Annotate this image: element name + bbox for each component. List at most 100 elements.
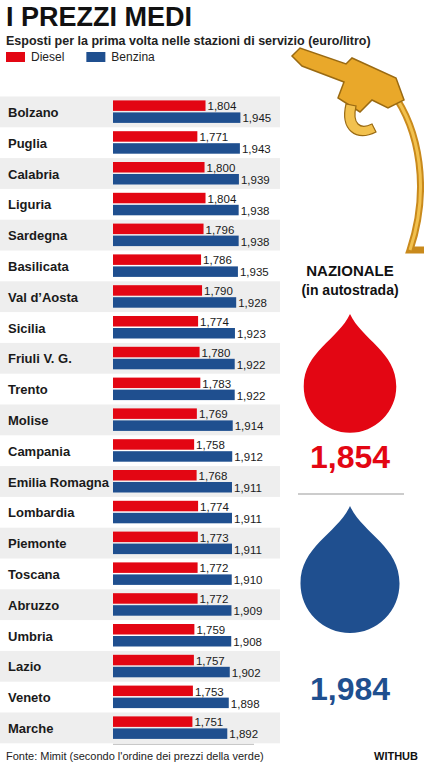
data-label: 1,943 [242, 143, 271, 155]
bar [113, 593, 198, 604]
bar [113, 605, 231, 616]
data-label: 1,771 [199, 131, 228, 143]
data-labels: 1,8041,7711,8001,8041,7961,7861,7901,774… [194, 100, 271, 740]
category-label: Liguria [8, 197, 52, 212]
data-label: 1,768 [199, 470, 228, 482]
category-labels: BolzanoPugliaCalabriaLiguriaSardegnaBasi… [8, 105, 110, 736]
data-label: 1,914 [235, 420, 264, 432]
row-stripe [0, 651, 280, 682]
category-label: Friuli V. G. [8, 351, 72, 366]
data-label: 1,910 [234, 574, 263, 586]
row-stripe [0, 343, 280, 374]
data-label: 1,923 [237, 328, 266, 340]
row-stripe [0, 281, 280, 312]
national-value: 1,984 [310, 671, 390, 707]
data-label: 1,912 [234, 451, 263, 463]
bar [113, 686, 193, 697]
bar [113, 205, 239, 216]
bar [113, 297, 236, 308]
bar [113, 316, 198, 327]
nozzle-trigger [345, 104, 376, 136]
bar [113, 224, 204, 235]
bar [113, 254, 201, 265]
category-label: Marche [8, 721, 54, 736]
data-label: 1,796 [206, 224, 235, 236]
panel-divider [298, 494, 404, 495]
fuel-nozzle [292, 48, 424, 250]
data-label: 1,772 [200, 593, 229, 605]
category-label: Umbria [8, 629, 54, 644]
legend-label: Diesel [31, 50, 64, 64]
category-label: Toscana [8, 567, 61, 582]
category-label: Val d’Aosta [8, 290, 79, 305]
source: Fonte: Mimit (secondo l'ordine dei prezz… [6, 750, 264, 762]
bar [113, 100, 206, 111]
infographic: I PREZZI MEDI Esposti per la prima volta … [0, 0, 424, 768]
bar [113, 390, 235, 401]
x-axis-line [113, 744, 254, 745]
national-value: 1,854 [310, 439, 390, 475]
data-label: 1,902 [232, 667, 261, 679]
category-label: Sicilia [8, 321, 46, 336]
bar [113, 266, 238, 277]
category-label: Campania [8, 444, 71, 459]
data-label: 1,922 [237, 390, 266, 402]
data-label: 1,751 [194, 716, 223, 728]
data-label: 1,780 [202, 347, 231, 359]
bar [113, 562, 198, 573]
category-label: Calabria [8, 167, 60, 182]
legend-swatch [6, 52, 25, 62]
data-label: 1,922 [237, 359, 266, 371]
bar [113, 162, 205, 173]
legend: DieselBenzina [6, 50, 155, 64]
data-label: 1,774 [200, 501, 229, 513]
row-stripe [0, 158, 280, 189]
bar [113, 544, 232, 555]
price-drop [300, 506, 399, 633]
bar [113, 482, 232, 493]
bar [113, 236, 239, 247]
category-label: Trento [8, 382, 48, 397]
data-label: 1,935 [240, 266, 269, 278]
national-panel: NAZIONALE(in autostrada)1,8541,984 [286, 254, 420, 724]
title: I PREZZI MEDI [6, 2, 192, 32]
bar [113, 174, 239, 185]
data-label: 1,911 [234, 513, 262, 525]
row-stripe [0, 405, 280, 436]
bar [113, 193, 206, 204]
data-label: 1,911 [234, 544, 262, 556]
row-stripe [0, 220, 280, 251]
category-label: Lombardia [8, 505, 75, 520]
data-label: 1,804 [208, 100, 237, 112]
data-label: 1,758 [196, 439, 225, 451]
bar [113, 112, 240, 123]
bar [113, 655, 194, 666]
bars [113, 100, 240, 739]
category-label: Piemonte [8, 536, 67, 551]
bar [113, 359, 235, 370]
data-label: 1,773 [200, 532, 229, 544]
bar [113, 716, 192, 727]
legend-swatch [86, 52, 105, 62]
data-label: 1,774 [200, 316, 229, 328]
subtitle: Esposti per la prima volta nelle stazion… [6, 34, 371, 48]
category-label: Sardegna [8, 228, 68, 243]
data-label: 1,800 [207, 162, 236, 174]
bar [113, 532, 198, 543]
data-label: 1,892 [229, 728, 258, 740]
data-label: 1,759 [196, 624, 225, 636]
data-label: 1,772 [200, 562, 229, 574]
row-stripe [0, 589, 280, 620]
bar [113, 624, 194, 635]
category-label: Basilicata [8, 259, 69, 274]
data-label: 1,928 [238, 297, 267, 309]
bar [113, 378, 200, 389]
data-label: 1,786 [203, 254, 232, 266]
data-label: 1,753 [195, 686, 224, 698]
bar [113, 408, 197, 419]
bar [113, 728, 227, 739]
bar [113, 131, 197, 142]
bar [113, 698, 229, 709]
bar [113, 513, 232, 524]
bar [113, 501, 198, 512]
